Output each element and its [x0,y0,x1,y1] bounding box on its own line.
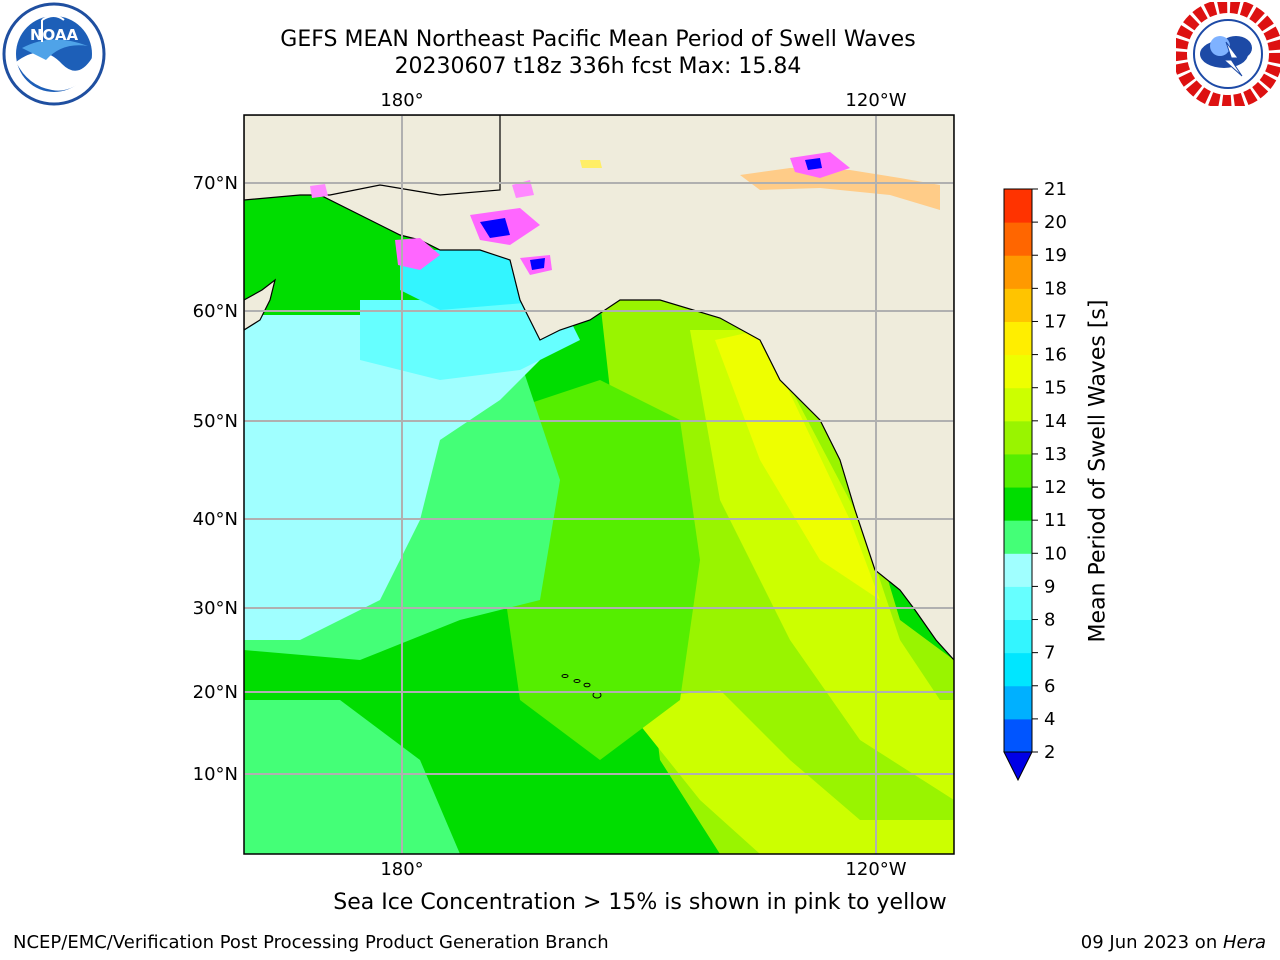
colorbar-bin-10 [1004,520,1032,554]
colorbar-tick-label-15: 15 [1044,378,1067,399]
lat-label-20n: 20°N [193,682,238,703]
footer-date-text: 09 Jun 2023 on [1080,932,1223,953]
colorbar-bin-9 [1004,553,1032,587]
colorbar-tick-label-18: 18 [1044,278,1067,299]
swell-zone-14-15 [715,330,880,600]
colorbar-tick-label-20: 20 [1044,212,1067,233]
footer-host: Hera [1222,932,1266,953]
colorbar-bin-8 [1004,586,1032,621]
lat-label-30n: 30°N [193,598,238,619]
colorbar-tick-label-13: 13 [1044,444,1067,465]
land-kamchatka [244,278,277,331]
footer-date: 09 Jun 2023 on Hera [1081,932,1266,953]
colorbar-tick-label-19: 19 [1044,245,1067,266]
land-alaska-canada [244,115,954,661]
colorbar-bin-20 [1004,189,1032,223]
swell-zone-8-9 [244,315,540,640]
svg-text:NOAA: NOAA [30,26,79,44]
colorbar-bin-13 [1004,420,1032,455]
colorbar-tick-label-7: 7 [1044,643,1055,664]
colorbar-tick-label-6: 6 [1044,676,1055,697]
swell-zone-13-south [620,690,954,854]
lat-label-10n: 10°N [193,764,238,785]
colorbar-tick-label-17: 17 [1044,311,1067,332]
colorbar-tick-label-9: 9 [1044,576,1055,597]
colorbar-bin-4 [1004,685,1032,720]
noaa-logo-icon: NOAA [2,2,106,106]
sea-ice [310,152,940,275]
lat-label-70n: 70°N [193,173,238,194]
colorbar-tick-label-21: 21 [1044,179,1067,200]
colorbar-bin-11 [1004,487,1032,521]
colorbar-tick-label-14: 14 [1044,411,1067,432]
lat-label-60n: 60°N [193,301,238,322]
graticule [244,115,954,854]
colorbar-tick-label-16: 16 [1044,345,1067,366]
colorbar-bin-16 [1004,321,1032,356]
colorbar-title: Mean Period of Swell Waves [s] [1085,299,1111,643]
lat-label-40n: 40°N [193,509,238,530]
colorbar: 2 4 6 7 8 9 10 11 12 13 14 15 16 17 18 19 20 21 [1003,179,1067,782]
colorbar-bin-7 [1004,619,1032,654]
colorbar-tick-label-12: 12 [1044,477,1067,498]
colorbar-bin-18 [1004,255,1032,289]
swell-zone-8-9-bering [360,300,580,380]
colorbar-under-extension [1003,751,1033,782]
colorbar-frame [1003,188,1033,753]
lon-label-bottom-180: 180° [380,859,423,880]
swell-zone-9-10-south [244,700,460,854]
colorbar-tick-label-8: 8 [1044,610,1055,631]
map-title: GEFS MEAN Northeast Pacific Mean Period … [280,27,916,52]
colorbar-bin-14 [1004,387,1032,422]
colorbar-bin-6 [1004,652,1032,687]
colorbar-tick-label-4: 4 [1044,709,1055,730]
nws-logo-icon [1176,2,1280,106]
colorbar-bin-19 [1004,222,1032,256]
land-siberia [244,115,501,201]
map-subtitle: 20230607 t18z 336h fcst Max: 15.84 [394,54,802,79]
map-frame [243,114,955,855]
colorbar-bin-2 [1004,718,1032,753]
lon-label-top-120w: 120°W [845,90,906,111]
sea-ice-note: Sea Ice Concentration > 15% is shown in … [333,890,947,915]
footer-credit: NCEP/EMC/Verification Post Processing Pr… [13,932,609,953]
colorbar-bin-17 [1004,288,1032,322]
colorbar-tick-label-11: 11 [1044,510,1067,531]
lon-label-top-180: 180° [380,90,423,111]
lat-label-50n: 50°N [193,411,238,432]
colorbar-bin-15 [1004,354,1032,389]
colorbar-tick-label-2: 2 [1044,742,1055,763]
colorbar-tick-label-10: 10 [1044,543,1067,564]
colorbar-bin-12 [1004,453,1032,488]
lon-label-bottom-120w: 120°W [845,859,906,880]
